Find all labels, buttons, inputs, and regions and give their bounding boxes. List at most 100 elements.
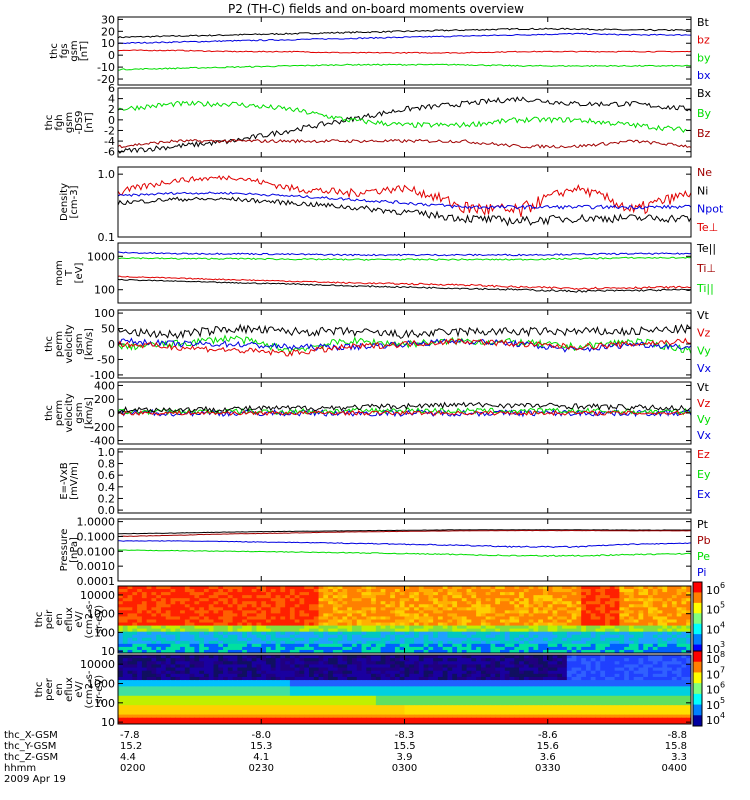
heatmap-cell (237, 631, 243, 636)
heatmap-cell (194, 698, 200, 703)
heatmap-cell (137, 695, 143, 700)
heatmap-cell (156, 658, 162, 662)
heatmap-cell (180, 664, 186, 669)
heatmap-cell (514, 604, 520, 608)
heatmap-cell (681, 616, 687, 620)
heatmap-cell (337, 589, 343, 593)
heatmap-cell (452, 592, 458, 596)
heatmap-cell (394, 702, 401, 706)
heatmap-cell (628, 616, 635, 620)
heatmap-cell (127, 598, 133, 602)
heatmap-cell (127, 589, 133, 593)
heatmap-cell (328, 622, 334, 627)
heatmap-cell (175, 646, 181, 651)
heatmap-cell (328, 628, 334, 633)
heatmap-cell (652, 702, 659, 706)
ylabel-line: en (54, 613, 65, 626)
heatmap-cell (328, 604, 334, 608)
heatmap-cell (614, 646, 620, 651)
heatmap-cell (251, 604, 257, 608)
heatmap-cell (175, 702, 181, 706)
heatmap-cell (189, 625, 195, 630)
heatmap-cell (609, 625, 616, 630)
heatmap-cell (533, 649, 539, 654)
heatmap-cell (141, 592, 148, 596)
heatmap-cell (175, 640, 181, 645)
heatmap-cell (266, 683, 272, 687)
heatmap-cell (261, 664, 267, 669)
heatmap-cell (562, 616, 568, 620)
heatmap-cell (523, 607, 530, 611)
heatmap-cell (437, 661, 444, 665)
heatmap-cell (199, 661, 205, 665)
heatmap-cell (328, 646, 334, 651)
heatmap-cell (552, 643, 558, 648)
heatmap-cell (414, 680, 420, 684)
heatmap-cell (519, 607, 525, 611)
heatmap-cell (390, 616, 396, 620)
heatmap-cell (404, 680, 410, 684)
heatmap-cell (552, 601, 558, 605)
heatmap-cell (437, 655, 444, 659)
heatmap-cell (643, 634, 649, 639)
ytick-label: 0 (108, 49, 115, 62)
heatmap-cell (600, 607, 606, 611)
heatmap-cell (270, 670, 277, 675)
heatmap-cell (414, 595, 420, 599)
heatmap-cell (514, 619, 520, 624)
heatmap-cell (218, 634, 224, 639)
heatmap-cell (648, 686, 654, 690)
heatmap-cell (624, 622, 630, 627)
heatmap-cell (175, 616, 181, 620)
heatmap-cell (132, 598, 138, 602)
heatmap-cell (127, 661, 133, 665)
heatmap-cell (595, 619, 601, 624)
heatmap-cell (614, 667, 620, 672)
heatmap-cell (619, 613, 625, 617)
heatmap-cell (160, 604, 167, 608)
heatmap-cell (156, 686, 162, 690)
heatmap-cell (418, 637, 425, 642)
heatmap-cell (371, 604, 377, 608)
heatmap-cell (595, 616, 601, 620)
heatmap-cell (375, 664, 382, 669)
heatmap-cell (638, 698, 644, 703)
heatmap-cell (294, 634, 300, 639)
heatmap-cell (175, 628, 181, 633)
heatmap-cell (251, 625, 257, 630)
heatmap-cell (318, 686, 324, 690)
heatmap-cell (476, 622, 482, 627)
heatmap-cell (619, 655, 625, 659)
heatmap-cell (275, 640, 281, 645)
heatmap-cell (323, 664, 329, 669)
heatmap-cell (323, 649, 329, 654)
heatmap-cell (423, 619, 429, 624)
heatmap-cell (227, 643, 234, 648)
heatmap-cell (523, 664, 530, 669)
heatmap-cell (671, 610, 678, 614)
heatmap-cell (270, 698, 277, 703)
heatmap-cell (275, 658, 281, 662)
heatmap-cell (676, 592, 682, 596)
heatmap-cell (390, 667, 396, 672)
heatmap-cell (394, 613, 401, 617)
heatmap-cell (299, 631, 305, 636)
heatmap-cell (519, 631, 525, 636)
heatmap-cell (476, 686, 482, 690)
colorbar-swatch (693, 644, 702, 656)
heatmap-cell (433, 683, 439, 687)
heatmap-cell (624, 610, 630, 614)
heatmap-cell (160, 643, 167, 648)
heatmap-cell (624, 604, 630, 608)
heatmap-cell (366, 705, 372, 709)
heatmap-cell (194, 601, 200, 605)
ylabel-line: eV/ (74, 611, 85, 628)
heatmap-cell (237, 625, 243, 630)
heatmap-cell (452, 670, 458, 675)
heatmap-cell (237, 667, 243, 672)
heatmap-cell (590, 658, 596, 662)
heatmap-cell (619, 640, 625, 645)
heatmap-cell (366, 698, 372, 703)
heatmap-cell (681, 689, 687, 694)
heatmap-cell (184, 705, 191, 709)
